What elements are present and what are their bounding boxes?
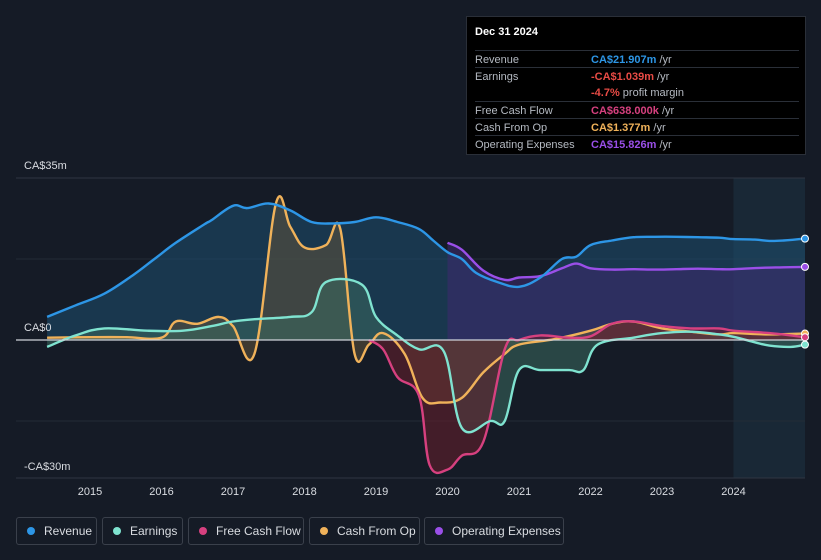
x-tick-label: 2024	[721, 486, 745, 498]
x-tick-label: 2018	[292, 486, 316, 498]
legend-label: Cash From Op	[337, 524, 416, 538]
series-endpoints	[801, 234, 809, 349]
line-earnings	[46, 277, 806, 434]
tooltip-date: Dec 31 2024	[475, 26, 538, 38]
x-tick-label: 2022	[578, 486, 602, 498]
tooltip-value: -4.7%	[591, 87, 620, 99]
tooltip-label: Revenue	[475, 54, 520, 66]
legend-label: Operating Expenses	[452, 524, 561, 538]
series-lines	[46, 195, 806, 475]
x-tick-label: 2017	[221, 486, 245, 498]
tooltip-unit: /yr	[656, 54, 672, 66]
legend-operating-expenses[interactable]: Operating Expenses	[424, 517, 564, 545]
legend-dot-icon	[320, 527, 328, 535]
line-free-cash-flow	[368, 320, 806, 475]
tooltip-unit: profit margin	[619, 87, 684, 99]
legend-dot-icon	[113, 527, 121, 535]
x-axis-labels: 2015 2016 2017 2018 2019 2020 2021 2022 2023 2024	[78, 486, 746, 498]
legend-earnings[interactable]: Earnings	[102, 517, 183, 545]
tooltip-row-earnings: Earnings -CA$1.039m /yr	[475, 67, 799, 85]
tooltip-value: -CA$1.039m	[591, 71, 654, 83]
tooltip-label: Operating Expenses	[475, 139, 575, 151]
area-operating-expenses	[447, 242, 805, 340]
y-tick-label: -CA$30m	[24, 461, 70, 473]
x-tick-label: 2019	[364, 486, 388, 498]
tooltip-row-revenue: Revenue CA$21.907m /yr	[475, 50, 799, 68]
x-tick-label: 2021	[507, 486, 531, 498]
legend-dot-icon	[435, 527, 443, 535]
y-tick-label: CA$0	[24, 322, 52, 334]
series-areas	[47, 196, 806, 473]
line-operating-expenses	[446, 241, 806, 282]
legend-dot-icon	[27, 527, 35, 535]
tooltip-label: Earnings	[475, 71, 519, 83]
y-tick-label: CA$35m	[24, 160, 67, 172]
tooltip-unit: /yr	[653, 71, 670, 83]
tooltip-value: CA$15.826m	[591, 139, 657, 151]
y-axis-labels: CA$35m CA$0 -CA$30m	[24, 160, 70, 473]
endpoint-operating-expenses	[801, 262, 809, 271]
legend-label: Revenue	[44, 524, 93, 538]
line-revenue	[46, 202, 806, 319]
tooltip-value: CA$1.377m	[591, 122, 651, 134]
x-tick-label: 2016	[149, 486, 173, 498]
x-tick-label: 2023	[650, 486, 674, 498]
tooltip: Dec 31 2024 Revenue CA$21.907m /yr Earni…	[466, 16, 806, 155]
endpoint-free-cash-flow	[801, 333, 809, 342]
tooltip-row-profit-margin: -4.7% profit margin	[475, 84, 799, 101]
tooltip-unit: /yr	[656, 139, 672, 151]
legend-revenue[interactable]: Revenue	[16, 517, 97, 545]
area-free-cash-flow	[368, 321, 805, 473]
endpoint-earnings	[801, 340, 809, 349]
tooltip-row-free-cash-flow: Free Cash Flow CA$638.000k /yr	[475, 101, 799, 119]
x-tick-label: 2020	[435, 486, 459, 498]
legend-label: Free Cash Flow	[216, 524, 301, 538]
tooltip-label: Cash From Op	[475, 122, 548, 134]
legend-free-cash-flow[interactable]: Free Cash Flow	[188, 517, 304, 545]
endpoint-revenue	[801, 234, 809, 243]
legend-dot-icon	[199, 527, 207, 535]
tooltip-unit: /yr	[658, 105, 675, 117]
tooltip-row-cash-from-op: Cash From Op CA$1.377m /yr	[475, 118, 799, 136]
tooltip-label: Free Cash Flow	[475, 105, 553, 117]
tooltip-value: CA$638.000k	[591, 105, 659, 117]
legend-label: Earnings	[130, 524, 178, 538]
tooltip-value: CA$21.907m	[591, 54, 657, 66]
legend-cash-from-op[interactable]: Cash From Op	[309, 517, 420, 545]
x-tick-label: 2015	[78, 486, 102, 498]
tooltip-unit: /yr	[650, 122, 666, 134]
tooltip-row-operating-expenses: Operating Expenses CA$15.826m /yr	[475, 135, 799, 153]
